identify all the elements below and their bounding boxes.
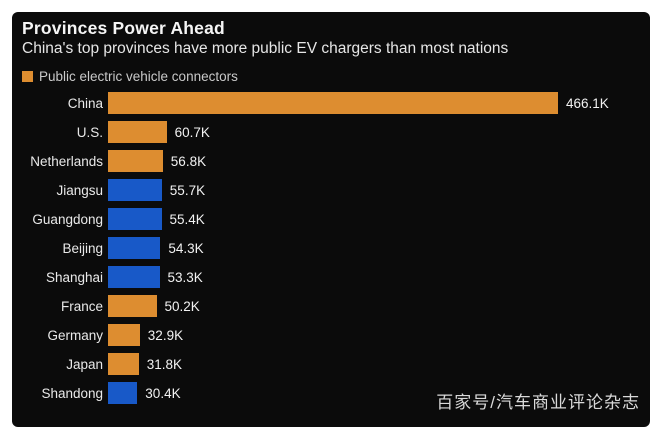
bar-row: China 466.1K	[22, 92, 640, 114]
chart-subtitle: China's top provinces have more public E…	[22, 40, 509, 57]
category-label: China	[67, 95, 103, 111]
chart-title: Provinces Power Ahead	[22, 18, 225, 38]
bar	[108, 353, 139, 375]
bar	[108, 92, 558, 114]
bar-row: Guangdong 55.4K	[22, 208, 640, 230]
category-label: France	[60, 298, 103, 314]
category-label: Jiangsu	[56, 182, 103, 198]
bar	[108, 295, 157, 317]
bar	[108, 324, 140, 346]
bar	[108, 121, 167, 143]
category-label: U.S.	[76, 124, 103, 140]
value-label: 54.3K	[168, 240, 204, 256]
bar-row: Netherlands 56.8K	[22, 150, 640, 172]
value-label: 53.3K	[167, 269, 203, 285]
legend-label: Public electric vehicle connectors	[39, 68, 238, 84]
bar-row: France 50.2K	[22, 295, 640, 317]
category-label: Guangdong	[32, 211, 103, 227]
category-label: Beijing	[62, 240, 103, 256]
bar-row: Shandong 30.4K	[22, 382, 640, 404]
bar-rows: China 466.1K U.S. 60.7K Netherlands 56.8K Jian…	[22, 92, 640, 404]
bar	[108, 382, 138, 404]
chart-panel: Provinces Power Ahead China's top provin…	[12, 12, 650, 427]
category-label: Japan	[66, 356, 103, 372]
bar	[108, 179, 162, 201]
value-label: 55.7K	[169, 182, 206, 198]
value-label: 60.7K	[174, 124, 210, 140]
watermark: 百家号/汽车商业评论杂志	[436, 393, 640, 412]
value-label: 31.8K	[146, 356, 182, 372]
category-label: Germany	[47, 327, 103, 343]
chart-legend: Public electric vehicle connectors	[22, 68, 640, 84]
bar-row: Japan 31.8K	[22, 353, 640, 375]
value-label: 50.2K	[164, 298, 200, 314]
value-label: 32.9K	[147, 327, 184, 343]
bar	[108, 266, 160, 288]
bar-row: Germany 32.9K	[22, 324, 640, 346]
category-label: Shanghai	[45, 269, 103, 285]
bar-row: Jiangsu 55.7K	[22, 179, 640, 201]
category-label: Shandong	[41, 385, 103, 401]
legend-swatch-icon	[22, 70, 33, 82]
bar	[108, 150, 163, 172]
category-label: Netherlands	[30, 153, 103, 169]
value-label: 466.1K	[566, 95, 609, 111]
bar-row: Beijing 54.3K	[22, 237, 640, 259]
bar	[108, 208, 162, 230]
value-label: 56.8K	[170, 153, 207, 169]
bar	[108, 237, 161, 259]
value-label: 55.4K	[169, 211, 205, 227]
value-label: 30.4K	[145, 385, 181, 401]
bar-row: U.S. 60.7K	[22, 121, 640, 143]
bar-row: Shanghai 53.3K	[22, 266, 640, 288]
